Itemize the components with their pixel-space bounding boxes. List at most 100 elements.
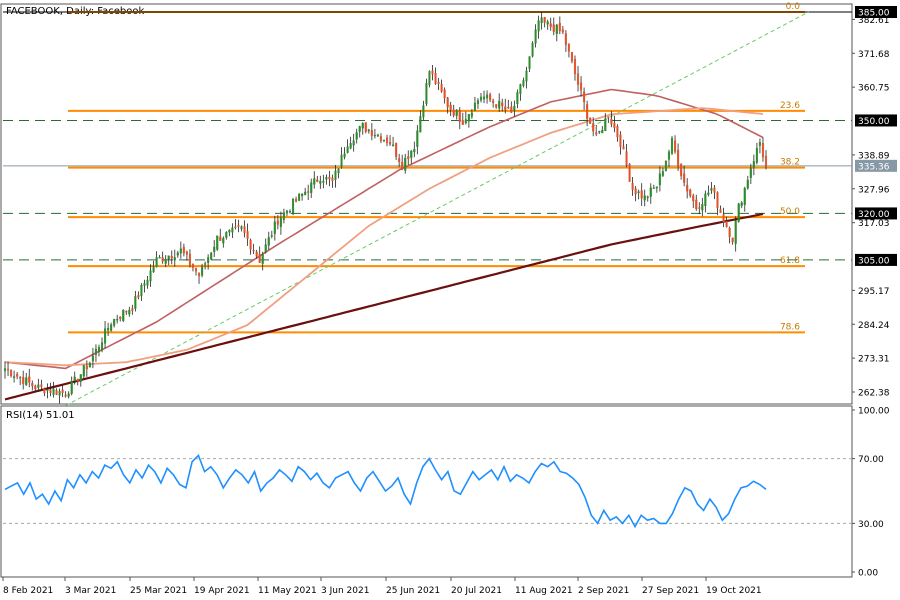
candle-body <box>61 389 64 393</box>
candle-body <box>261 254 264 264</box>
candle-body <box>640 190 643 199</box>
candle-body <box>464 119 467 124</box>
fib-label-0-0: 0.0 <box>786 2 801 12</box>
candle-body <box>316 179 319 182</box>
candle-body <box>725 221 728 228</box>
candle-body <box>413 148 416 153</box>
candle-body <box>495 104 498 108</box>
candle-body <box>346 146 349 153</box>
candle-body <box>370 130 373 136</box>
fib-label-61-8: 61.8 <box>780 256 800 266</box>
x-tick-label: 19 Apr 2021 <box>194 586 250 596</box>
candle-body <box>598 131 601 133</box>
candle-body <box>116 319 119 321</box>
y-tick-label: 295.17 <box>858 287 890 297</box>
candle-body <box>749 168 752 178</box>
candle-body <box>692 195 695 202</box>
candle-body <box>446 97 449 108</box>
candle-body <box>19 377 22 379</box>
rsi-pane-frame <box>0 405 853 578</box>
rsi-y-tick-label: 30.00 <box>858 520 884 530</box>
trendline <box>65 11 809 407</box>
y-tick-label: 360.75 <box>858 84 890 94</box>
candle-body <box>6 368 10 371</box>
candle-body <box>573 59 577 75</box>
candle-body <box>282 212 285 220</box>
trendline-segment <box>65 11 809 407</box>
candle-body <box>134 296 137 309</box>
candle-body <box>249 239 252 250</box>
rsi-indicator <box>3 453 852 529</box>
candle-body <box>373 134 376 137</box>
candle-body <box>64 394 67 397</box>
candle-body <box>270 235 273 237</box>
price-box <box>855 207 897 220</box>
candle-body <box>240 226 243 230</box>
candle-body <box>695 199 698 210</box>
candle-body <box>580 82 583 91</box>
candle-body <box>719 209 722 213</box>
candle-body <box>76 378 79 382</box>
candle-body <box>437 81 440 84</box>
candle-body <box>331 177 334 182</box>
candle-body <box>552 24 555 32</box>
candle-body <box>752 161 755 168</box>
candle-body <box>179 248 182 254</box>
candle-body <box>85 365 88 370</box>
fib-label-23-6: 23.6 <box>780 101 800 111</box>
candle-body <box>97 346 101 352</box>
candle-body <box>107 328 110 331</box>
candle-body <box>716 192 719 209</box>
candle-body <box>489 94 492 101</box>
candle-body <box>152 266 155 273</box>
candle-body <box>467 113 470 122</box>
candle-body <box>519 84 522 94</box>
candle-body <box>110 324 113 331</box>
candle-body <box>619 134 622 148</box>
candle-body <box>164 259 167 264</box>
candle-body <box>325 177 328 180</box>
price-box <box>855 6 897 18</box>
candle-body <box>94 348 98 355</box>
candle-body <box>428 71 431 86</box>
candle-body <box>122 310 125 321</box>
candle-body <box>680 163 683 176</box>
candle-body <box>673 140 677 152</box>
price-box-label: 385.00 <box>858 9 890 19</box>
candle-body <box>125 311 128 313</box>
candle-body <box>49 389 52 393</box>
candle-body <box>595 132 598 135</box>
candle-body <box>652 187 655 189</box>
candle-body <box>701 204 704 211</box>
candle-body <box>658 173 661 186</box>
candle-body <box>185 251 188 255</box>
candle-body <box>58 391 61 396</box>
candle-body <box>740 202 743 206</box>
candle-body <box>264 244 267 253</box>
candle-body <box>382 139 386 142</box>
candle-body <box>607 116 610 118</box>
main-pane-frame <box>0 3 853 405</box>
candle-body <box>255 251 258 257</box>
candle-body <box>267 237 270 246</box>
candle-body <box>167 255 170 260</box>
candle-body <box>337 168 340 174</box>
candle-body <box>410 150 413 158</box>
candle-body <box>713 187 716 193</box>
candle-body <box>407 156 410 159</box>
candle-body <box>534 29 537 44</box>
candle-body <box>301 193 304 197</box>
candle-body <box>364 122 367 132</box>
x-tick-label: 3 Mar 2021 <box>65 586 116 596</box>
candle-body <box>616 126 619 138</box>
moving-averages <box>4 88 764 401</box>
candle-body <box>392 144 395 147</box>
candle-body <box>449 105 452 110</box>
candle-body <box>91 355 94 362</box>
rsi-y-tick-label: 0.00 <box>858 569 878 579</box>
candle-body <box>710 187 713 191</box>
candle-body <box>28 376 31 383</box>
candle-body <box>67 393 70 397</box>
candle-body <box>243 226 246 233</box>
axes: 382.61 371.68 360.75 338.89 327.96 317.03 295.… <box>2 6 897 596</box>
